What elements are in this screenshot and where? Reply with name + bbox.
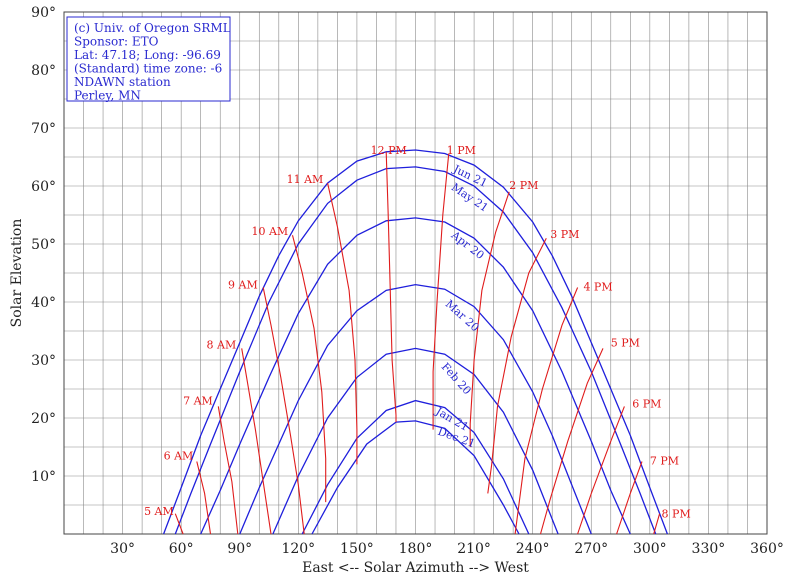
- hour-curve: [217, 406, 239, 535]
- hour-label: 6 AM: [164, 450, 194, 463]
- x-axis-title: East <-- Solar Azimuth --> West: [302, 560, 529, 576]
- hour-label: 8 AM: [207, 338, 237, 351]
- hour-label: 12 PM: [371, 144, 407, 157]
- hour-label: 8 PM: [662, 508, 691, 521]
- y-tick-labels: 10° 20° 30° 40° 50° 60° 70° 80° 90°: [31, 5, 56, 485]
- hour-label: 1 PM: [447, 144, 476, 157]
- hour-curve: [385, 151, 397, 423]
- hour-curve: [539, 348, 604, 535]
- y-tick-label: 10°: [31, 469, 56, 485]
- y-tick-label: 60°: [31, 179, 56, 195]
- info-line-station: NDAWN station: [74, 75, 171, 89]
- x-tick-label: 330°: [692, 541, 726, 557]
- y-tick-label: 70°: [31, 121, 56, 137]
- hour-labels: 5 AM 6 AM 7 AM 8 AM 9 AM 10 AM 11 AM 12 PM 1 PM 2…: [144, 144, 691, 521]
- y-tick-label: 20°: [31, 411, 56, 427]
- x-tick-label: 360°: [750, 541, 784, 557]
- hour-curves: [174, 151, 661, 535]
- info-line-latlong: Lat: 47.18; Long: -96.69: [74, 48, 221, 62]
- hour-curve: [616, 461, 643, 535]
- hour-curve: [514, 287, 579, 535]
- date-curves: [162, 149, 669, 535]
- date-curve: [311, 420, 520, 535]
- hour-label: 2 PM: [509, 179, 538, 192]
- hour-curve: [432, 154, 450, 430]
- x-tick-label: 120°: [281, 541, 315, 557]
- hour-curve: [487, 237, 547, 494]
- info-line-copyright: (c) Univ. of Oregon SRML: [74, 21, 231, 35]
- hour-label: 3 PM: [550, 228, 579, 241]
- hour-label: 4 PM: [583, 280, 612, 293]
- x-tick-label: 300°: [633, 541, 667, 557]
- hour-curve: [196, 461, 212, 535]
- y-tick-label: 80°: [31, 63, 56, 79]
- info-line-location: Perley, MN: [74, 89, 141, 103]
- x-tick-label: 90°: [227, 541, 252, 557]
- hour-curve: [577, 406, 625, 535]
- plot-frame: [63, 11, 768, 535]
- info-box-frame: [66, 16, 231, 102]
- x-tick-label: 150°: [340, 541, 374, 557]
- x-tick-label: 180°: [399, 541, 433, 557]
- info-line-timezone: (Standard) time zone: -6: [74, 62, 222, 76]
- x-tick-label: 270°: [574, 541, 608, 557]
- hour-label: 9 AM: [228, 279, 258, 292]
- date-curve: [301, 399, 530, 535]
- hour-curve: [653, 513, 661, 535]
- date-curve: [272, 347, 559, 535]
- date-curve: [239, 283, 592, 535]
- x-tick-label: 210°: [457, 541, 491, 557]
- y-tick-label: 40°: [31, 295, 56, 311]
- hour-label: 6 PM: [632, 398, 661, 411]
- hour-label: 5 PM: [611, 337, 640, 350]
- info-box: (c) Univ. of Oregon SRML Sponsor: ETO La…: [66, 16, 231, 103]
- y-tick-label: 50°: [31, 237, 56, 253]
- x-tick-label: 60°: [169, 541, 194, 557]
- x-tick-label: 240°: [516, 541, 550, 557]
- hour-curve: [327, 182, 358, 465]
- hour-label: 10 AM: [251, 225, 288, 238]
- hour-label: 5 AM: [144, 505, 174, 518]
- y-tick-label: 90°: [31, 5, 56, 21]
- hour-label: 11 AM: [287, 173, 324, 186]
- x-tick-label: 30°: [110, 541, 135, 557]
- date-curve: [162, 149, 669, 535]
- hour-curve: [469, 191, 510, 447]
- y-axis-title: Solar Elevation: [9, 219, 25, 328]
- date-curve: [200, 217, 631, 535]
- hour-curve: [262, 287, 305, 535]
- x-tick-labels: 30° 60° 90° 120° 150° 180° 210° 240° 270° 300° 330…: [110, 541, 784, 557]
- y-tick-label: 30°: [31, 353, 56, 369]
- date-curve: [174, 166, 657, 535]
- hour-label: 7 PM: [650, 454, 679, 467]
- hour-curve: [241, 348, 272, 535]
- hour-label: 7 AM: [183, 395, 213, 408]
- info-line-sponsor: Sponsor: ETO: [74, 35, 159, 49]
- hour-curve: [291, 235, 327, 503]
- hour-curve: [174, 513, 184, 535]
